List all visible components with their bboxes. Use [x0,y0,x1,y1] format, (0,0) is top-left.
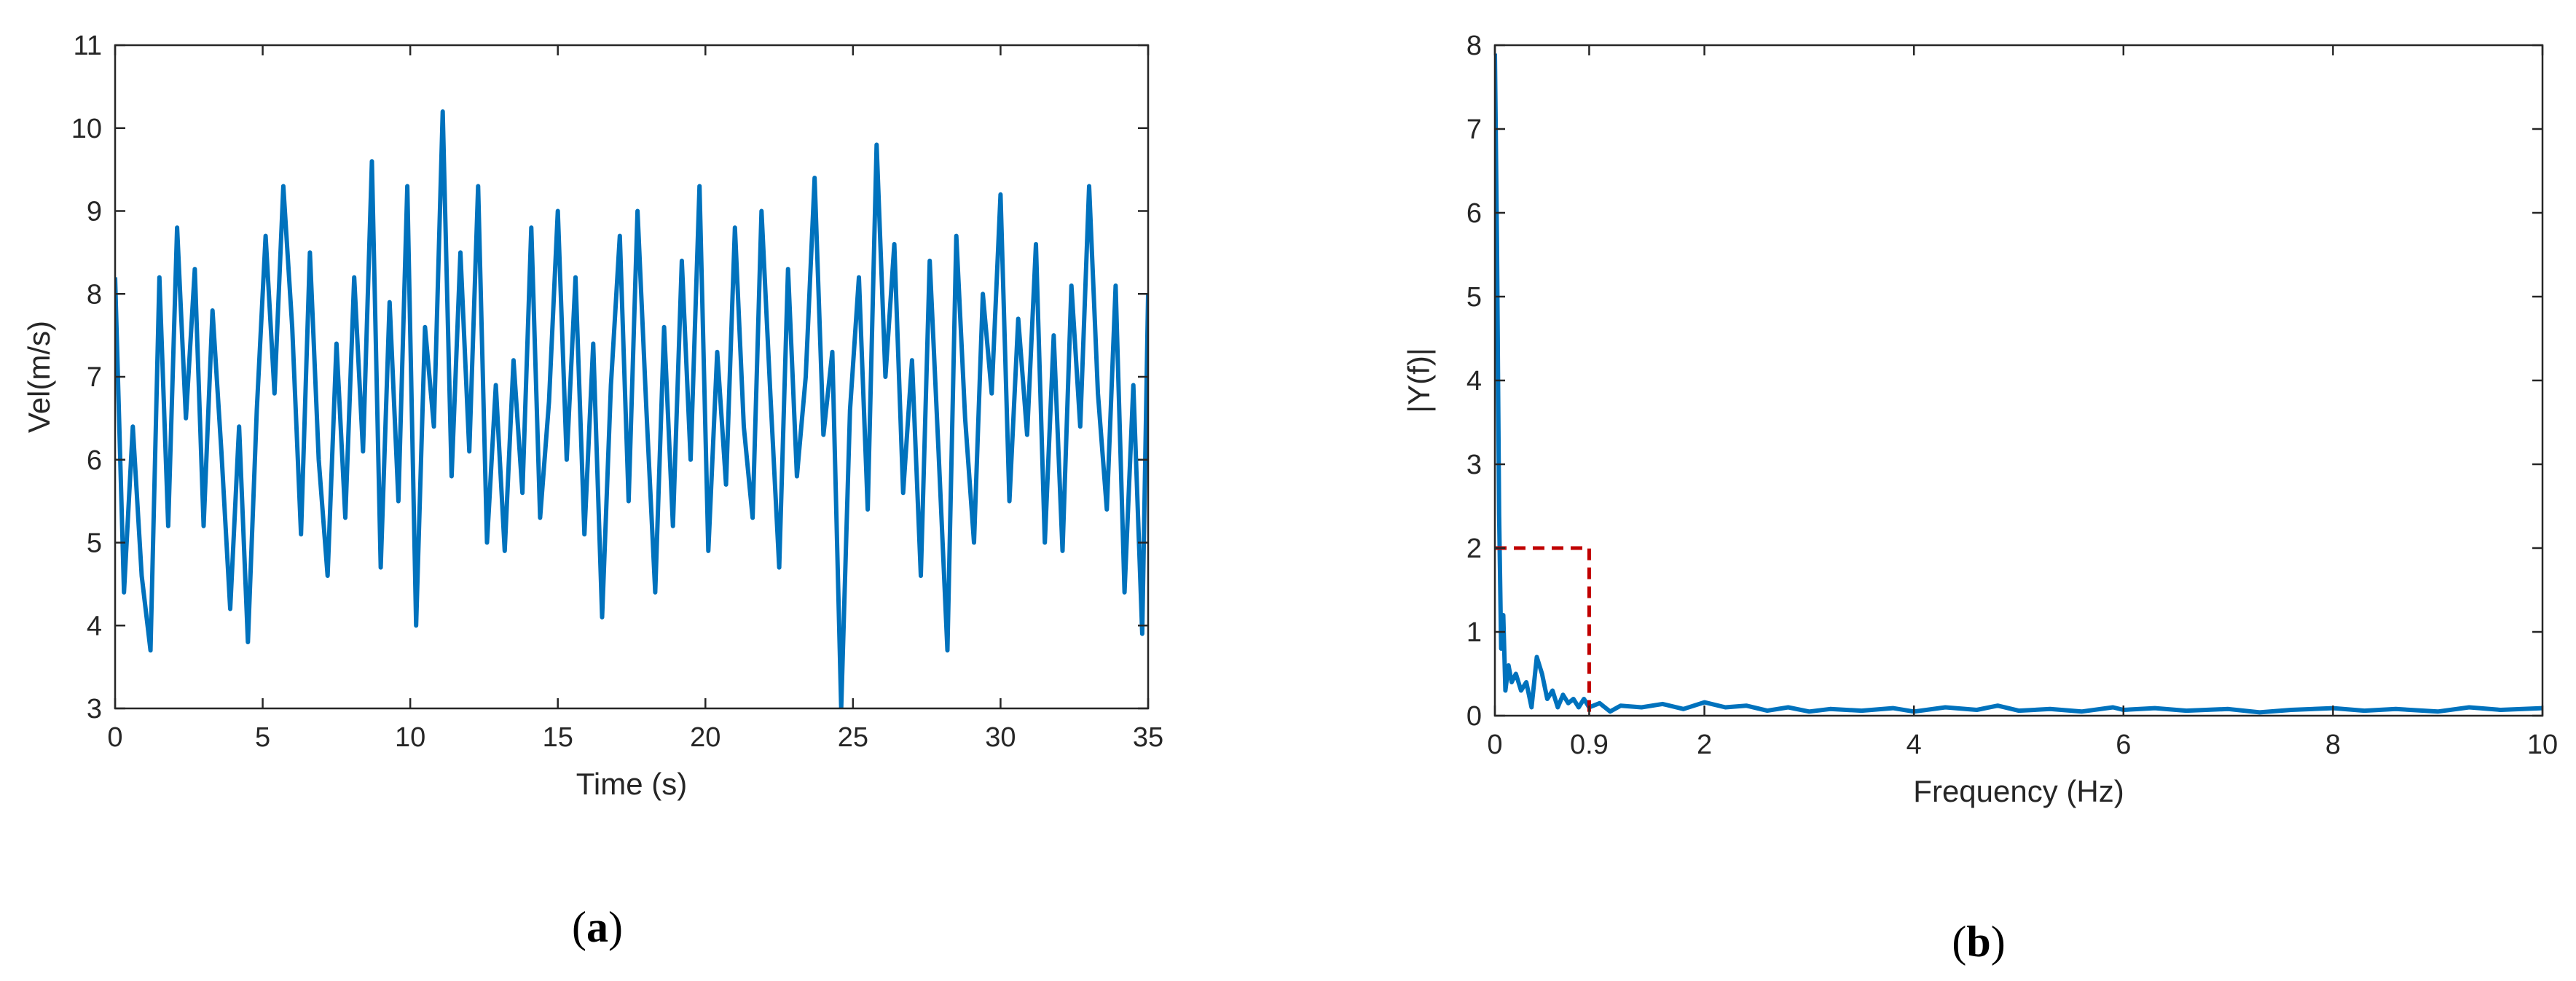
chart-panel-a: 0 5 10 15 20 25 30 35 3 4 5 6 7 8 9 10 11 Time (s) Vel(m/s… [22,31,1163,801]
chart-b-y-tick-label: 8 [1466,31,1482,61]
chart-a-y-tick-label: 5 [87,528,102,559]
chart-b-x-tick-label: 6 [2116,730,2131,760]
chart-a-y-tick-label: 4 [87,611,102,641]
chart-b-y-tick-label: 4 [1466,366,1482,396]
chart-a-y-tick-label: 11 [74,31,102,61]
chart-b-y-tick-label: 2 [1466,534,1482,564]
chart-a-x-tick-label: 5 [255,722,270,753]
chart-a-y-tick-label: 6 [87,445,102,476]
chart-b-x-tick-label: 10 [2527,730,2558,760]
chart-a-y-axis-label: Vel(m/s) [22,321,56,433]
chart-a-x-tick-label: 25 [838,722,868,753]
chart-b-x-tick-label: 2 [1697,730,1712,760]
chart-b-y-tick-label: 7 [1466,114,1482,145]
chart-b-x-tick-label: 8 [2325,730,2341,760]
chart-b-y-tick-label: 3 [1466,450,1482,480]
chart-b-axes-frame [1493,44,2544,717]
chart-b-x-axis-label: Frequency (Hz) [1913,774,2124,808]
chart-a-x-tick-label: 15 [543,722,573,753]
chart-b-y-tick-label: 5 [1466,282,1482,313]
panel-label-b: (b) [1952,918,2005,966]
chart-a-y-tick-label: 3 [87,694,102,724]
chart-a-x-tick-label: 30 [985,722,1016,753]
chart-a-x-axis-label: Time (s) [576,767,687,801]
chart-a-x-tick-label: 20 [690,722,720,753]
chart-b-y-tick-label: 1 [1466,617,1482,648]
chart-b-y-axis-label: |Y(f)| [1402,348,1436,413]
chart-a-series-line-0 [115,109,1148,708]
chart-a-x-tick-label: 10 [395,722,425,753]
chart-a-x-tick-label: 35 [1133,722,1163,753]
chart-a-y-tick-label: 10 [71,114,102,144]
chart-a-y-tick-label: 7 [87,362,102,393]
chart-b-highlight-box [1495,546,1591,716]
panel-label-a-letter: a [586,903,608,951]
chart-a-y-tick-label: 9 [87,197,102,227]
chart-b-series-line-0 [1495,53,2542,715]
panel-label-b-letter: b [1966,918,1990,966]
chart-b-y-tick-label: 6 [1466,198,1482,229]
chart-b-x-tick-label: 0 [1487,730,1502,760]
chart-panel-b: 0 0.9 2 4 6 8 10 0 1 2 3 4 5 6 7 8 Frequency (Hz) |Y(f)| [1402,31,2558,808]
chart-b-x-tick-label: 0.9 [1570,730,1609,760]
chart-a-y-tick-label: 8 [87,279,102,310]
chart-b-y-tick-label: 0 [1466,701,1482,732]
chart-a-x-tick-label: 0 [107,722,122,753]
panel-label-a: (a) [572,903,623,951]
chart-b-x-tick-label: 4 [1907,730,1922,760]
